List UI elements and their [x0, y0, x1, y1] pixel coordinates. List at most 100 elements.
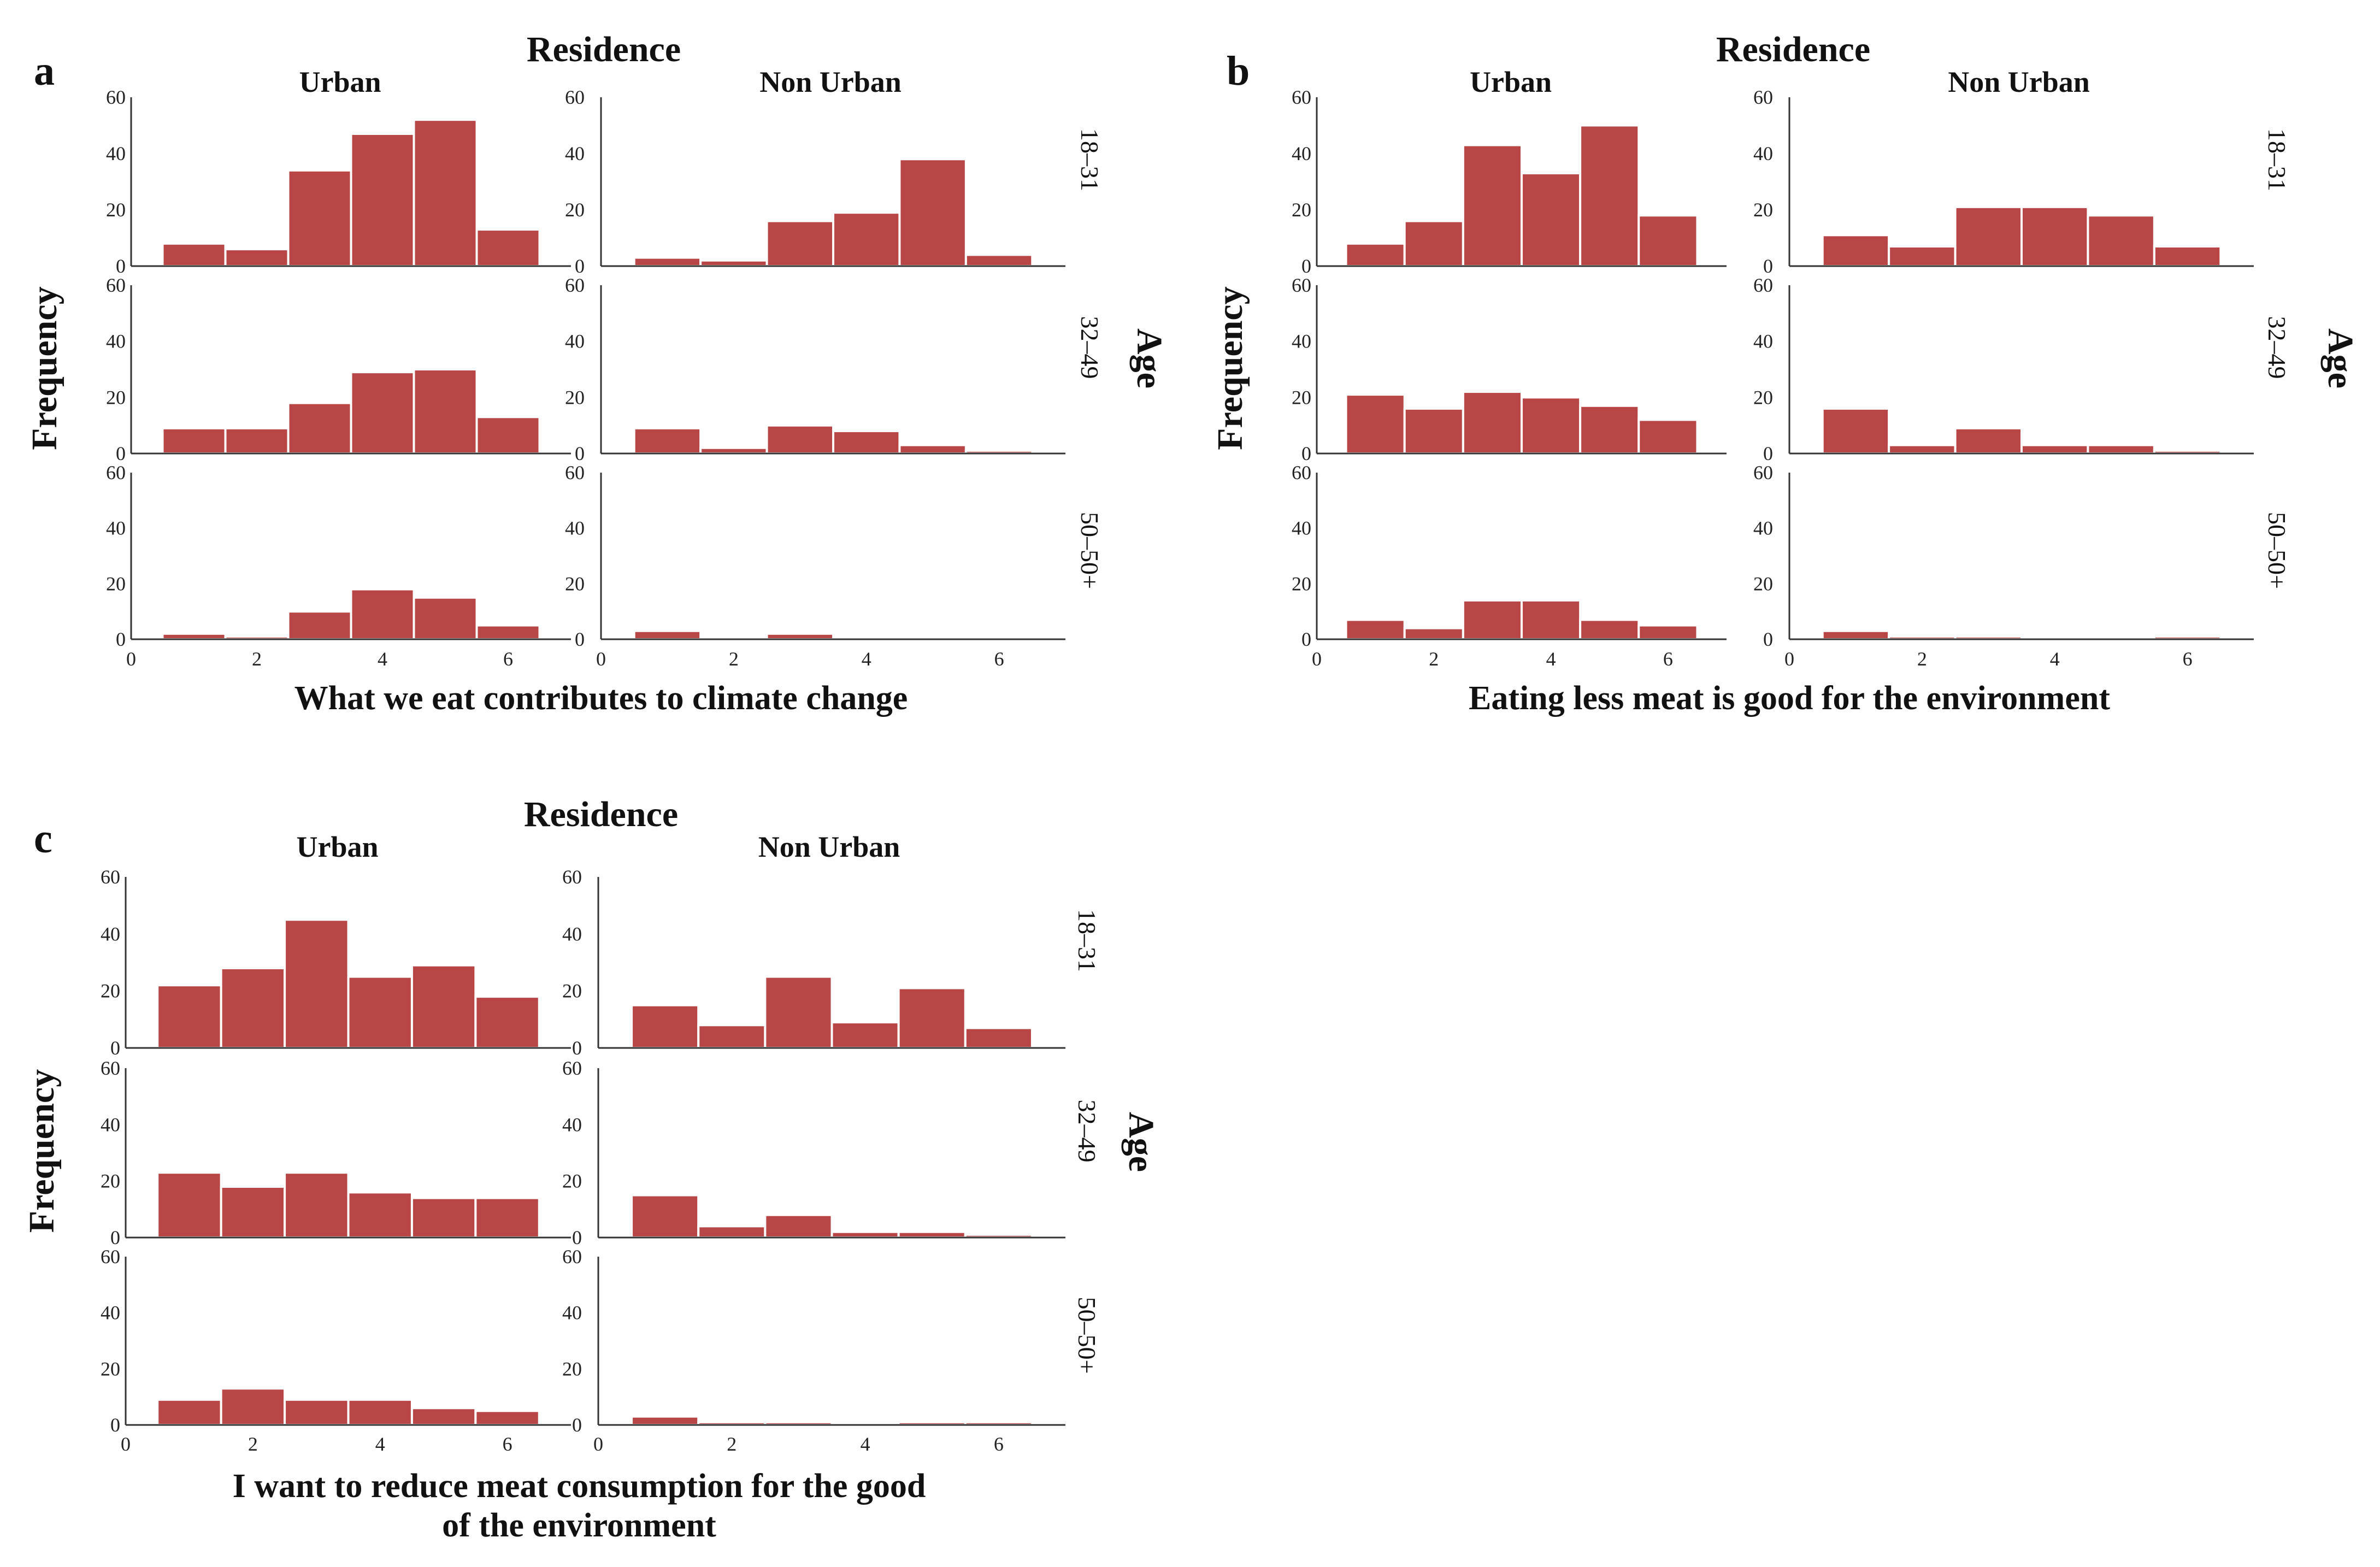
y-tick-label: 40: [101, 923, 120, 945]
histogram-bar: [350, 371, 415, 455]
histogram-bar: [413, 596, 478, 640]
chart-panel-b: b Residence Urban Non Urban Frequency Age 18–3…: [1210, 30, 2360, 717]
y-tick-label: 0: [1301, 443, 1311, 464]
facet-1-1: 0 20 40 60: [565, 274, 1065, 464]
histogram-bar: [347, 1398, 413, 1427]
y-tick-label: 0: [1301, 255, 1311, 277]
row-label-age-1: 32–49: [2263, 316, 2291, 379]
histogram-bar: [897, 1230, 967, 1239]
histogram-bar: [633, 256, 702, 267]
y-tick-label: 40: [565, 517, 585, 539]
facet-2-1: 0 20 40 60 0 2 4 6: [562, 1246, 1065, 1455]
y-tick-label: 40: [565, 143, 585, 164]
y-tick-label: 0: [1763, 628, 1773, 650]
y-tick-label: 60: [565, 86, 585, 108]
histogram-bar: [474, 1197, 540, 1239]
x-tick-label: 6: [2183, 648, 2193, 670]
histogram-bar: [347, 1191, 413, 1239]
histogram-bar: [413, 119, 478, 267]
histogram-bar: [1579, 404, 1640, 455]
histogram-bar: [1637, 419, 1699, 455]
histogram-bar: [161, 242, 227, 267]
y-tick-label: 60: [106, 86, 126, 108]
y-tick-label: 60: [1292, 86, 1311, 108]
y-tick-label: 0: [110, 1227, 120, 1248]
histogram-bar: [350, 132, 415, 267]
x-tick-label: 4: [2050, 648, 2060, 670]
row-label-age-2: 50–50+: [2263, 512, 2291, 589]
histogram-bar: [631, 1004, 700, 1049]
x-tick-label: 0: [1312, 648, 1322, 670]
x-tick-label: 2: [252, 648, 262, 670]
histogram-bar: [1345, 393, 1406, 455]
histogram-bar: [475, 416, 541, 455]
x-tick-label: 6: [994, 1433, 1004, 1455]
x-tick-label: 0: [126, 648, 136, 670]
histogram-bar: [2020, 444, 2089, 455]
y-tick-label: 60: [1753, 274, 1773, 296]
column-label-non-urban: Non Urban: [1948, 66, 2090, 98]
row-label-age-2: 50–50+: [1076, 512, 1104, 589]
y-axis-title: Frequency: [1210, 286, 1250, 450]
histogram-bar: [156, 984, 222, 1049]
histogram-bar: [1462, 391, 1523, 455]
histogram-bar: [765, 632, 834, 641]
histogram-bar: [474, 1410, 540, 1426]
y-tick-label: 20: [101, 980, 120, 1002]
facet-0-0: 0 20 40 60: [101, 866, 571, 1059]
row-facet-title: Age: [1129, 328, 1169, 388]
y-tick-label: 0: [575, 443, 585, 464]
histogram-bar: [697, 1225, 767, 1239]
x-tick-label: 4: [378, 648, 387, 670]
histogram-bar: [1521, 599, 1582, 641]
row-label-age-0: 18–31: [1076, 128, 1104, 191]
histogram-bar: [1954, 205, 2023, 268]
x-tick-label: 6: [503, 648, 513, 670]
x-tick-label: 4: [862, 648, 871, 670]
histogram-bar: [633, 427, 702, 455]
x-axis-title: Eating less meat is good for the environ…: [1469, 680, 2110, 717]
histogram-bar: [1345, 242, 1406, 267]
y-tick-label: 40: [565, 331, 585, 352]
histogram-bar: [765, 424, 834, 455]
y-tick-label: 20: [1292, 386, 1311, 408]
x-tick-label: 2: [1917, 648, 1927, 670]
y-tick-label: 20: [101, 1358, 120, 1380]
y-tick-label: 40: [106, 143, 126, 164]
y-tick-label: 60: [1292, 462, 1311, 484]
facet-0-0: 0 20 40 60: [106, 86, 571, 277]
histogram-bar: [765, 220, 834, 268]
y-tick-label: 0: [116, 443, 126, 464]
column-label-urban: Urban: [299, 66, 381, 98]
facet-1-1: 0 20 40 60: [562, 1057, 1065, 1248]
histogram-bar: [1462, 599, 1523, 641]
histogram-bar: [1821, 234, 1890, 268]
histogram-bar: [898, 158, 967, 267]
histogram-bar: [220, 1387, 286, 1426]
histogram-bar: [287, 610, 352, 640]
histogram-bar: [1821, 407, 1890, 455]
y-tick-label: 40: [562, 1302, 582, 1324]
histogram-bar: [964, 1027, 1033, 1049]
x-tick-label: 0: [1784, 648, 1794, 670]
y-tick-label: 20: [106, 573, 126, 594]
y-axis-title: Frequency: [22, 1069, 62, 1233]
y-tick-label: 20: [101, 1170, 120, 1192]
histogram-bar: [220, 1186, 286, 1239]
panel-letter: a: [34, 48, 55, 94]
column-label-urban: Urban: [296, 830, 378, 863]
y-tick-label: 60: [562, 1057, 582, 1079]
facet-0-1: 0 20 40 60: [1753, 86, 2254, 277]
histogram-bar: [1521, 172, 1582, 267]
y-tick-label: 40: [101, 1114, 120, 1135]
row-label-age-2: 50–50+: [1073, 1297, 1101, 1374]
x-tick-label: 0: [596, 648, 606, 670]
facet-0-1: 0 20 40 60: [565, 86, 1065, 277]
histogram-bar: [220, 967, 286, 1050]
histogram-bar: [631, 1415, 700, 1427]
y-tick-label: 20: [562, 1358, 582, 1380]
column-label-non-urban: Non Urban: [759, 66, 902, 98]
y-tick-label: 20: [106, 199, 126, 221]
histogram-bar: [474, 995, 540, 1049]
